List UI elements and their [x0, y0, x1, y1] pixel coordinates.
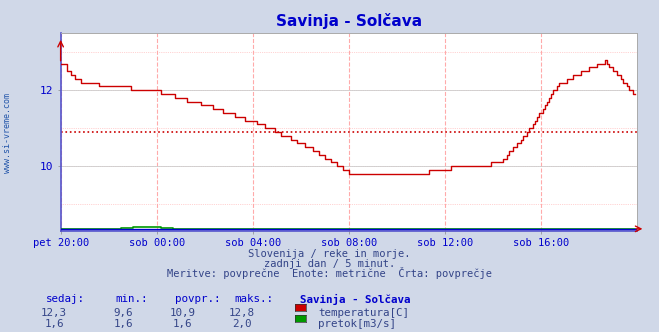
Title: Savinja - Solčava: Savinja - Solčava: [276, 13, 422, 29]
Text: 12,8: 12,8: [229, 308, 255, 318]
Text: Slovenija / reke in morje.: Slovenija / reke in morje.: [248, 249, 411, 259]
Text: sedaj:: sedaj:: [46, 294, 85, 304]
Text: temperatura[C]: temperatura[C]: [318, 308, 409, 318]
Text: 12,3: 12,3: [41, 308, 67, 318]
Text: 9,6: 9,6: [113, 308, 133, 318]
Text: zadnji dan / 5 minut.: zadnji dan / 5 minut.: [264, 259, 395, 269]
Text: 2,0: 2,0: [232, 319, 252, 329]
Text: Savinja - Solčava: Savinja - Solčava: [300, 294, 411, 305]
Text: 1,6: 1,6: [44, 319, 64, 329]
Text: 1,6: 1,6: [173, 319, 192, 329]
Text: 1,6: 1,6: [113, 319, 133, 329]
Text: www.si-vreme.com: www.si-vreme.com: [3, 93, 13, 173]
Text: povpr.:: povpr.:: [175, 294, 220, 304]
Text: maks.:: maks.:: [234, 294, 273, 304]
Text: 10,9: 10,9: [169, 308, 196, 318]
Text: min.:: min.:: [115, 294, 148, 304]
Text: Meritve: povprečne  Enote: metrične  Črta: povprečje: Meritve: povprečne Enote: metrične Črta:…: [167, 267, 492, 279]
Text: pretok[m3/s]: pretok[m3/s]: [318, 319, 396, 329]
